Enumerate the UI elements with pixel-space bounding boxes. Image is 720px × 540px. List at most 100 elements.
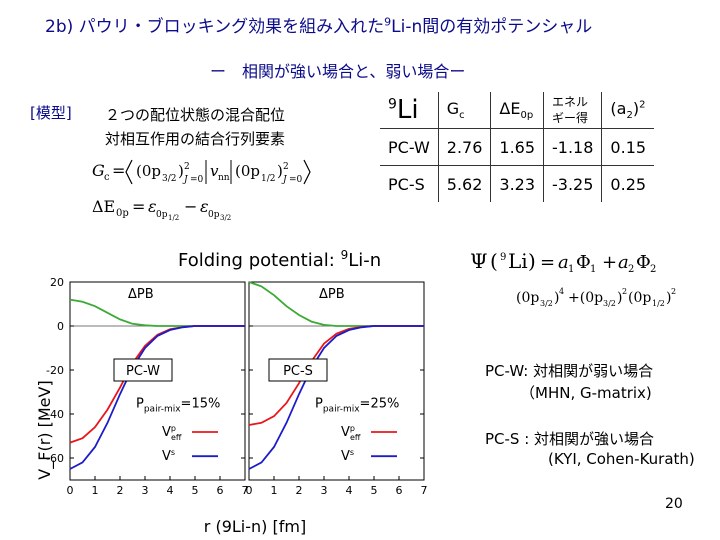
pair-mix-value: =15% [181, 396, 221, 411]
equation-figure: G c = (0p 3/2 ) 2 J =0 v nn (0p 1/2 ) 2 … [92, 159, 311, 222]
series-line-Vs [69, 325, 245, 470]
svg-text:J: J [182, 175, 189, 185]
pair-mix-sub: pair-mix [144, 404, 181, 414]
svg-text:1/2: 1/2 [261, 174, 275, 184]
table-header-a2: (a2)2 [601, 92, 655, 129]
table-header-row: 9Li Gc ΔE0p エネル ギー得 (a2)2 [380, 92, 655, 129]
svg-text:(: ( [490, 249, 498, 273]
svg-text:nn: nn [218, 173, 230, 183]
slide-subtitle: ー 相関が強い場合と、弱い場合ー [210, 62, 466, 81]
chart-title-prefix: Folding potential: [178, 250, 341, 271]
svg-text:): ) [666, 290, 671, 306]
veff-legend-label: Vp eff [162, 424, 182, 442]
panel-name-box [113, 358, 173, 382]
table-header-de: ΔE0p [490, 92, 544, 129]
svg-text:1: 1 [590, 264, 596, 275]
svg-text:(0p: (0p [516, 290, 539, 306]
svg-text:ε: ε [148, 197, 157, 216]
svg-text:=: = [112, 161, 125, 180]
x-tick-label: 4 [346, 484, 353, 497]
row-gc: 2.76 [437, 128, 491, 166]
svg-text:=0: =0 [190, 175, 204, 185]
svg-text:2: 2 [628, 264, 634, 275]
svg-text:a: a [558, 252, 569, 273]
svg-text:4: 4 [559, 287, 564, 296]
svg-text:0p: 0p [208, 210, 220, 220]
y-tick-label: -40 [46, 408, 64, 421]
row-name: PC-W [380, 128, 439, 166]
note-pcs-detail: (KYI, Cohen-Kurath) [548, 450, 695, 468]
svg-text:3/2: 3/2 [603, 299, 616, 308]
dpb-label: ΔPB [319, 287, 345, 302]
plot-frame [248, 281, 425, 481]
parameter-table: 9Li Gc ΔE0p エネル ギー得 (a2)2 PC-W 2.76 1.65 … [380, 92, 655, 202]
svg-text:1: 1 [568, 264, 574, 275]
x-tick-label: 3 [321, 484, 328, 497]
x-tick-label: 5 [192, 484, 199, 497]
svg-text:(0p: (0p [235, 162, 260, 180]
wavefunction-equation: Ψ ( 9 Li ) = a 1 Φ 1 + a 2 Φ 2 (0p 3/2 )… [470, 249, 676, 308]
x-tick-label: 3 [142, 484, 149, 497]
table-header-gain: エネル ギー得 [543, 92, 602, 129]
vs-legend-label: Vs [341, 448, 354, 464]
row-gc: 5.62 [437, 165, 491, 202]
x-tick-label: 0 [246, 484, 253, 497]
pair-mix-value: =25% [360, 396, 400, 411]
page-number: 20 [665, 496, 683, 512]
pair-mix-label: Ppair-mix=15% [136, 396, 220, 414]
svg-text:=: = [540, 252, 555, 273]
svg-text:G: G [92, 161, 105, 180]
y-axis-label: V_F(r) [MeV] [35, 380, 55, 479]
model-label: [模型] [30, 104, 72, 122]
svg-text:): ) [528, 249, 536, 273]
x-tick-label: 6 [217, 484, 224, 497]
x-tick-label: 2 [117, 484, 124, 497]
pair-mix-sub: pair-mix [323, 404, 360, 414]
y-tick-label: -60 [46, 452, 64, 465]
x-axis-label: r (9Li-n) [fm] [204, 517, 306, 536]
svg-text:): ) [617, 290, 622, 306]
y-tick-label: 20 [50, 276, 64, 289]
svg-text:3/2: 3/2 [540, 299, 553, 308]
folding-potential-chart: Folding potential: 9Li-n 200-20-40-600 1 2… [35, 248, 428, 536]
x-tick-label: 2 [296, 484, 303, 497]
matrix-element-description: 対相互作用の結合行列要素 [105, 130, 286, 148]
svg-text:2: 2 [283, 162, 289, 172]
svg-text:): ) [178, 162, 184, 180]
vs-legend-label: Vs [162, 448, 175, 464]
y-tick-label: 0 [57, 320, 64, 333]
svg-text:v: v [210, 162, 219, 180]
panel-name-box [268, 358, 328, 382]
x-tick-label: 7 [242, 484, 249, 497]
chart-title-suffix: Li-n [348, 250, 381, 271]
svg-text:J: J [281, 175, 288, 185]
series-line-ΔPB [69, 298, 245, 327]
chart-title-sup: 9 [341, 248, 349, 262]
svg-text:): ) [277, 162, 283, 180]
svg-text:=: = [132, 197, 145, 216]
svg-text:a: a [618, 252, 629, 273]
svg-text:): ) [554, 290, 559, 306]
row-gain: -1.18 [543, 128, 602, 166]
svg-text:1/2: 1/2 [168, 214, 179, 222]
x-tick-label: 0 [67, 484, 74, 497]
svg-text:2: 2 [650, 264, 656, 275]
svg-text:Φ: Φ [636, 252, 651, 273]
table-row: PC-S 5.62 3.23 -3.25 0.25 [380, 165, 655, 202]
row-de: 3.23 [490, 165, 544, 202]
svg-text:ΔE: ΔE [92, 197, 115, 216]
x-tick-label: 5 [371, 484, 378, 497]
svg-text:0p: 0p [116, 208, 129, 219]
row-gain: -3.25 [543, 165, 602, 202]
row-a2: 0.15 [601, 128, 655, 166]
svg-text:(0p: (0p [628, 290, 651, 306]
x-tick-label: 7 [421, 484, 428, 497]
svg-text:(0p: (0p [136, 162, 161, 180]
svg-text:2: 2 [671, 287, 676, 296]
series-line-Veff [69, 325, 245, 444]
dpb-label: ΔPB [128, 287, 154, 302]
svg-text:=0: =0 [289, 175, 303, 185]
row-name: PC-S [380, 165, 439, 202]
svg-text:Φ: Φ [576, 252, 591, 273]
row-de: 1.65 [490, 128, 544, 166]
